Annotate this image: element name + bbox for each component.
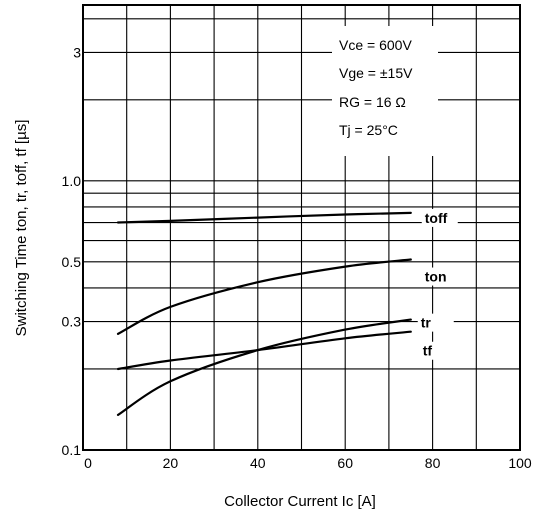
curve-label-bg-tr — [417, 313, 454, 332]
y-tick-label: 0.3 — [62, 314, 82, 330]
x-tick-label: 40 — [250, 455, 266, 471]
series-line-tr — [116, 318, 412, 416]
curves — [116, 211, 412, 416]
curve-label-ton: ton — [425, 269, 447, 285]
condition-vge: Vge = ±15V — [339, 65, 413, 81]
y-tick-label: 0.5 — [62, 254, 82, 270]
condition-vce: Vce = 600V — [339, 37, 412, 53]
x-tick-label: 100 — [508, 455, 532, 471]
condition-tj: Tj = 25°C — [339, 122, 398, 138]
y-tick-label: 3 — [73, 44, 81, 60]
y-tick-label: 0.1 — [62, 442, 82, 458]
series-line-toff — [116, 211, 412, 224]
curve-label-bg-tf — [419, 341, 456, 360]
condition-rg: RG = 16 Ω — [339, 94, 406, 110]
y-axis-title: Switching Time ton, tr, toff, tf [µs] — [13, 120, 30, 337]
curve-label-tf: tf — [423, 343, 433, 359]
x-tick-label: 80 — [425, 455, 441, 471]
x-tick-label: 60 — [337, 455, 353, 471]
plot-frame — [82, 4, 521, 451]
series-line-ton — [116, 258, 412, 335]
conditions-box: Vce = 600V Vge = ±15V RG = 16 Ω Tj = 25°… — [332, 26, 438, 156]
curve-label-tr: tr — [421, 315, 432, 331]
curve-label-toff: toff — [425, 210, 448, 226]
y-tick-label: 1.0 — [62, 173, 82, 189]
x-tick-label: 0 — [84, 455, 92, 471]
conditions-box-bg — [332, 26, 438, 156]
series-line-tf — [116, 330, 412, 371]
grid — [83, 5, 520, 450]
x-tick-label: 20 — [163, 455, 179, 471]
curve-labels: toff ton tr tf — [417, 208, 458, 360]
tick-labels: 0 20 40 60 80 100 0.1 0.3 0.5 1.0 3 — [62, 44, 532, 471]
x-axis-title: Collector Current Ic [A] — [224, 493, 376, 510]
curve-label-bg-ton — [421, 267, 458, 286]
curve-label-bg-toff — [421, 208, 458, 227]
